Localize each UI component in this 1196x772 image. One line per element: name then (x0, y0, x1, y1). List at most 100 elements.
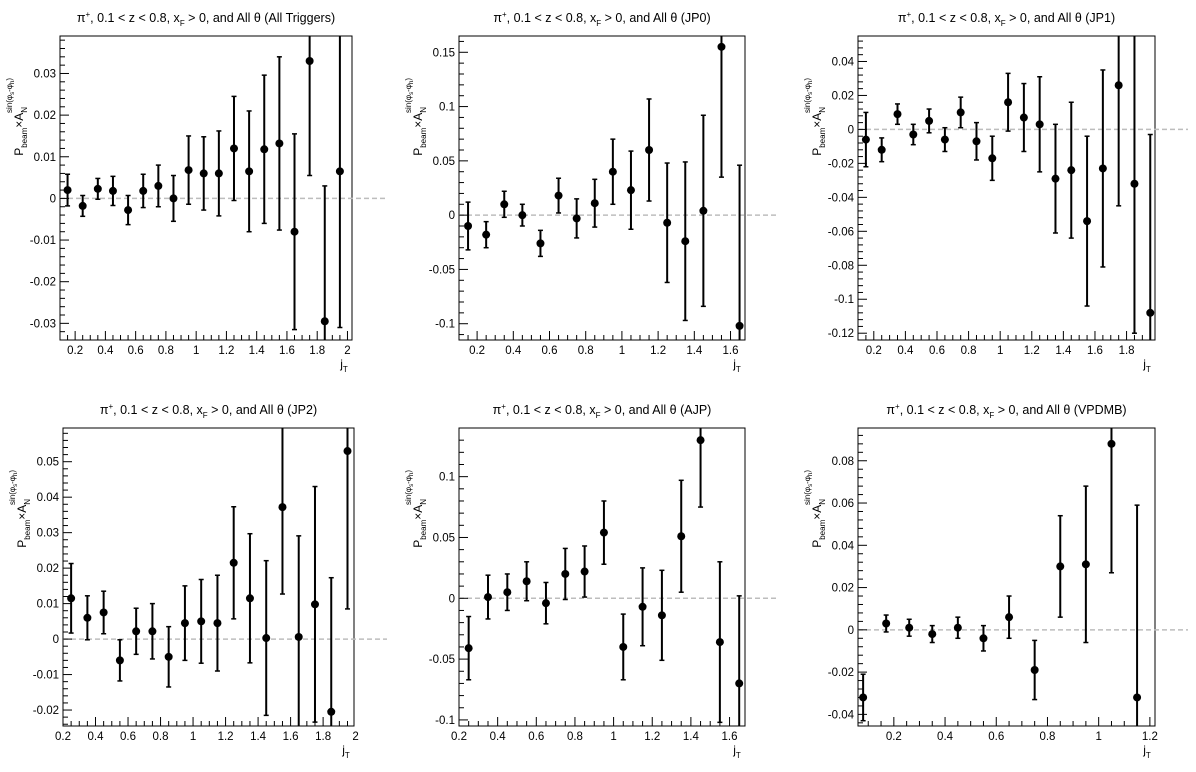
data-point (464, 222, 473, 230)
ylabel-minus: -φ (5, 84, 14, 92)
ylabel-n: N (818, 499, 827, 505)
y-tick-label: 0 (848, 625, 854, 637)
title-sup: + (86, 10, 91, 19)
plot-frame (857, 35, 1156, 341)
x-tick-label: 1.2 (1024, 345, 1040, 357)
title-rest: > 0, and All θ (All Triggers) (185, 11, 335, 25)
data-point (626, 186, 635, 195)
x-tick-label: 0.8 (153, 731, 169, 743)
y-axis-label: Pbeam×ANsin(φs-φh) (803, 470, 827, 548)
title-rest: > 0, and All θ (JP2) (208, 403, 317, 417)
y-tick-label: 0.05 (37, 457, 59, 469)
x-tick-label: 1.8 (315, 731, 331, 743)
ylabel-p: P (12, 148, 26, 156)
y-tick-label: -0.1 (435, 715, 455, 727)
ylabel-sin: sin(φ (8, 487, 17, 505)
title-main: , 0.1 < z < 0.8, x (911, 11, 1001, 25)
xlabel-j: j (732, 357, 736, 371)
ylabel-beam: beam (23, 519, 32, 539)
data-point (262, 634, 271, 643)
title-rest: > 0, and All θ (JP1) (1006, 11, 1115, 25)
data-point (1114, 81, 1123, 90)
y-tick-label: 0.06 (832, 498, 854, 510)
x-tick-label: 1.6 (283, 731, 299, 743)
x-tick-label: 2 (344, 345, 350, 357)
data-point (169, 194, 178, 203)
ylabel-h: h (808, 81, 814, 84)
data-point (608, 167, 617, 176)
data-point (1035, 120, 1044, 129)
ylabel-close: ) (803, 78, 812, 81)
xlabel-sub: T (1146, 365, 1151, 374)
data-point (93, 184, 102, 193)
ylabel-p: P (411, 148, 425, 156)
xlabel-sub: T (736, 365, 741, 374)
data-point (663, 218, 672, 227)
data-point (245, 167, 254, 176)
ylabel-h: h (13, 473, 19, 476)
title-sub: F (596, 19, 601, 28)
y-tick-label: -0.05 (429, 264, 455, 276)
x-axis-label: jT (339, 357, 348, 374)
xlabel-j: j (341, 743, 345, 757)
x-tick-label: 1.4 (686, 345, 703, 357)
plot-frame (458, 35, 746, 341)
data-point (229, 558, 238, 567)
x-tick-label: 0.4 (937, 731, 954, 743)
data-point (1083, 217, 1092, 226)
ylabel-s: s (10, 92, 16, 95)
title-sup: + (895, 402, 900, 411)
x-tick-label: 0.6 (528, 731, 544, 743)
data-point (294, 632, 303, 641)
xlabel-j: j (1142, 357, 1146, 371)
title-sup: + (502, 10, 507, 19)
xlabel-sub: T (1146, 751, 1151, 760)
data-point (503, 588, 512, 597)
x-tick-label: 1.4 (1055, 345, 1072, 357)
title-main: , 0.1 < z < 0.8, x (507, 11, 597, 25)
data-point (164, 652, 173, 661)
xlabel-j: j (1142, 743, 1146, 757)
ylabel-sin: sin(φ (5, 95, 14, 113)
data-point (681, 237, 690, 246)
y-axis-label: Pbeam×ANsin(φs-φh) (803, 78, 827, 156)
xlabel-sub: T (343, 365, 348, 374)
x-tick-label: 0.4 (490, 731, 507, 743)
ylabel-p: P (810, 540, 824, 548)
y-tick-label: 0.04 (37, 492, 60, 504)
ylabel-p: P (15, 540, 29, 548)
y-tick-label: 0 (50, 193, 56, 205)
data-point (715, 638, 724, 647)
data-point (115, 656, 124, 665)
ylabel-h: h (10, 81, 16, 84)
title-pi: π (77, 11, 86, 25)
title-pi: π (493, 403, 502, 417)
data-point (180, 619, 189, 628)
x-tick-label: 0.2 (451, 731, 467, 743)
ylabel-s: s (409, 484, 415, 487)
y-tick-label: -0.04 (828, 192, 855, 204)
data-point (735, 679, 744, 688)
y-axis-label: Pbeam×ANsin(φs-φh) (5, 78, 29, 156)
data-point (561, 569, 570, 578)
data-point (572, 214, 581, 223)
ylabel-p: P (411, 540, 425, 548)
ylabel-sin: sin(φ (404, 487, 413, 505)
ylabel-n: N (818, 107, 827, 113)
x-tick-label: 2 (352, 731, 358, 743)
data-point (310, 600, 319, 609)
y-tick-label: 0.08 (832, 456, 854, 468)
ylabel-beam: beam (419, 127, 428, 147)
y-axis-label: Pbeam×ANsin(φs-φh) (8, 470, 32, 548)
ylabel-h: h (808, 473, 814, 476)
data-point (861, 135, 870, 144)
y-tick-label: -0.01 (30, 235, 56, 247)
title-pi: π (886, 403, 895, 417)
data-point (78, 201, 87, 210)
data-point (148, 627, 157, 636)
data-point (882, 619, 891, 628)
chart-panel-6: 0.2 0.4 0.6 0.8 1 1.2 -0.04 -0.02 0 0.02 0.04 0.06 0… (803, 402, 1188, 760)
y-tick-label: 0.02 (37, 563, 59, 575)
x-tick-label: 1 (1095, 731, 1101, 743)
